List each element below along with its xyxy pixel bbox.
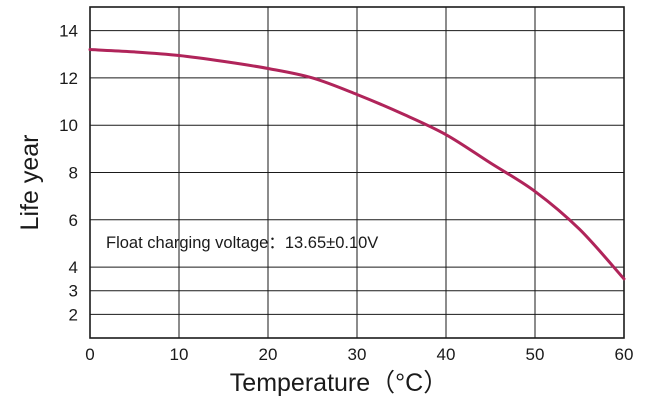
x-tick-label: 60: [615, 345, 634, 364]
y-axis-title: Life year: [16, 135, 44, 231]
x-tick-label: 50: [526, 345, 545, 364]
y-tick-label: 2: [69, 305, 78, 324]
x-tick-label: 20: [259, 345, 278, 364]
x-tick-label: 40: [437, 345, 456, 364]
x-tick-labels: 0 10 20 30 40 50 60: [85, 345, 633, 364]
y-tick-label: 10: [59, 116, 78, 135]
x-tick-label: 30: [348, 345, 367, 364]
x-tick-label: 0: [85, 345, 94, 364]
y-tick-labels: 2 3 4 6 8 10 12 14: [59, 22, 78, 325]
x-axis-title: Temperature（°C）: [230, 369, 448, 397]
y-tick-label: 14: [59, 22, 78, 41]
y-tick-label: 4: [69, 258, 78, 277]
y-tick-label: 8: [69, 164, 78, 183]
y-tick-label: 6: [69, 211, 78, 230]
grid-layer: [90, 7, 624, 338]
y-tick-label: 12: [59, 69, 78, 88]
x-tick-label: 10: [170, 345, 189, 364]
series-layer: [88, 48, 626, 281]
series-line: [88, 48, 626, 281]
plot-frame: [89, 6, 625, 339]
y-tick-label: 3: [69, 282, 78, 301]
float-voltage-annotation: Float charging voltage：13.65±0.10V: [106, 234, 378, 252]
